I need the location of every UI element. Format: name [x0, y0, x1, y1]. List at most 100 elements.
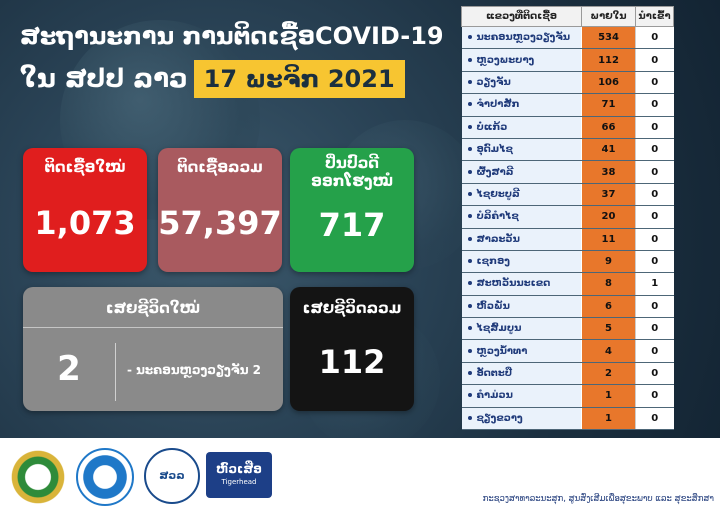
table-row: ເຊກອງ 9 0: [461, 250, 674, 274]
imported-cases-cell: 0: [635, 317, 674, 341]
imported-cases-cell: 0: [635, 71, 674, 95]
tigerhead-logo-subtext: Tigerhead: [221, 478, 257, 486]
total-cases-card: ຕິດເຊື້ອລວມ 57,397: [158, 148, 282, 272]
imported-cases-cell: 0: [635, 160, 674, 184]
province-rows: ນະຄອນຫຼວງວຽງຈັນ 534 0 ຫຼວງພະບາງ 112 0 ວຽງຈັນ 10…: [461, 26, 674, 431]
new-cases-card: ຕິດເຊື້ອໃໝ່ 1,073: [23, 148, 147, 272]
province-name: ສາລະວັນ: [476, 233, 520, 245]
ncle-logo: ສວລ: [144, 448, 200, 504]
header-imported: ນຳເຂົ້າ: [635, 6, 674, 27]
province-name: ຫຼວງພະບາງ: [476, 54, 535, 66]
footer: ສວລ ຫົວເສືອ Tigerhead ກະຊວງສາທາລະນະສຸກ, …: [0, 438, 720, 509]
new-cases-value: 1,073: [34, 204, 136, 242]
local-cases-cell: 20: [581, 205, 636, 229]
credit-text: ກະຊວງສາທາລະນະສຸກ, ສູນສົ່ງເສີມເພື່ອສຸຂະພາ…: [482, 494, 714, 504]
bullet-icon: [467, 393, 472, 398]
imported-cases-cell: 1: [635, 272, 674, 296]
province-name-cell: ບໍ່ແກ້ວ: [461, 116, 582, 139]
recovered-label-line1: ປິ່ນປົວດີ: [324, 154, 380, 172]
local-cases-cell: 38: [581, 160, 636, 184]
table-row: ນະຄອນຫຼວງວຽງຈັນ 534 0: [461, 26, 674, 50]
province-name: ຈຳປາສັກ: [476, 99, 520, 111]
province-name: ນະຄອນຫຼວງວຽງຈັນ: [476, 32, 571, 44]
imported-cases-cell: 0: [635, 138, 674, 162]
province-name: ວຽງຈັນ: [476, 76, 511, 88]
bullet-icon: [467, 169, 472, 174]
imported-cases-cell: 0: [635, 93, 674, 117]
header-province: ແຂວງທີ່ຕິດເຊື້ອ: [461, 6, 582, 27]
province-name: ບໍລິຄຳໄຊ: [476, 211, 519, 223]
province-name: ຄຳມ່ວນ: [476, 390, 513, 402]
table-row: ຊຽງຂວາງ 1 0: [461, 407, 674, 431]
recovered-label: ປິ່ນປົວດີ ອອກໂຮງໝໍ: [290, 148, 414, 190]
divider: [23, 327, 283, 328]
province-name-cell: ບໍລິຄຳໄຊ: [461, 205, 582, 229]
bullet-icon: [467, 147, 472, 152]
table-row: ຄຳມ່ວນ 1 0: [461, 384, 674, 408]
header-local: ພາຍໃນ: [581, 6, 636, 27]
recovered-value: 717: [318, 206, 386, 244]
table-row: ຜົ້ງສາລີ 38 0: [461, 160, 674, 184]
province-name: ຜົ້ງສາລີ: [476, 166, 514, 178]
province-name: ບໍ່ແກ້ວ: [476, 121, 508, 133]
province-name-cell: ອັດຕະປື: [461, 362, 582, 386]
province-name-cell: ຄຳມ່ວນ: [461, 384, 582, 408]
imported-cases-cell: 0: [635, 26, 674, 50]
province-name-cell: ຈຳປາສັກ: [461, 93, 582, 117]
bullet-icon: [467, 35, 472, 40]
province-name: ອັດຕະປື: [476, 368, 513, 380]
imported-cases-cell: 0: [635, 228, 674, 251]
imported-cases-cell: 0: [635, 384, 674, 408]
table-row: ວຽງຈັນ 106 0: [461, 71, 674, 95]
local-cases-cell: 534: [581, 26, 636, 50]
table-row: ບໍ່ແກ້ວ 66 0: [461, 116, 674, 139]
province-name-cell: ໄຊສົມບູນ: [461, 317, 582, 341]
bullet-icon: [467, 303, 472, 308]
table-row: ອັດຕະປື 2 0: [461, 362, 674, 386]
total-cases-label: ຕິດເຊື້ອລວມ: [177, 158, 263, 176]
total-deaths-card: ເສຍຊີວິດລວມ 112: [290, 287, 414, 411]
local-cases-cell: 2: [581, 362, 636, 386]
province-name-cell: ສະຫວັນນະເຂດ: [461, 272, 582, 296]
local-cases-cell: 11: [581, 228, 636, 251]
province-name-cell: ຜົ້ງສາລີ: [461, 160, 582, 184]
province-name: ຫຼວງນ້ຳທາ: [476, 345, 528, 357]
province-name-cell: ອຸດົມໄຊ: [461, 138, 582, 162]
tigerhead-logo: ຫົວເສືອ Tigerhead: [206, 452, 272, 498]
page-title: ສະຖານະການ ການຕິດເຊື້ອCOVID-19: [20, 22, 444, 50]
province-name: ຫົວພັນ: [476, 300, 510, 312]
new-deaths-detail: - ນະຄອນຫຼວງວຽງຈັນ 2: [127, 363, 262, 377]
new-cases-label: ຕິດເຊື້ອໃໝ່: [44, 158, 126, 176]
local-cases-cell: 71: [581, 93, 636, 117]
bullet-icon: [467, 102, 472, 107]
table-row: ໄຊສົມບູນ 5 0: [461, 317, 674, 341]
province-name-cell: ນະຄອນຫຼວງວຽງຈັນ: [461, 26, 582, 50]
bullet-icon: [467, 236, 472, 241]
ministry-health-logo-icon: [8, 448, 68, 506]
local-cases-cell: 5: [581, 317, 636, 341]
table-row: ຫຼວງພະບາງ 112 0: [461, 48, 674, 72]
local-cases-cell: 8: [581, 272, 636, 296]
local-cases-cell: 106: [581, 71, 636, 95]
divider: [115, 343, 116, 401]
bullet-icon: [467, 57, 472, 62]
province-name: ໄຊສົມບູນ: [476, 323, 522, 335]
local-cases-cell: 4: [581, 339, 636, 363]
imported-cases-cell: 0: [635, 183, 674, 207]
province-name: ສະຫວັນນະເຂດ: [476, 278, 551, 290]
local-cases-cell: 9: [581, 250, 636, 274]
table-row: ບໍລິຄຳໄຊ 20 0: [461, 205, 674, 229]
local-cases-cell: 6: [581, 295, 636, 319]
tigerhead-logo-text: ຫົວເສືອ: [216, 462, 262, 476]
imported-cases-cell: 0: [635, 205, 674, 229]
title-line2: ໃນ ສປປ ລາວ 17 ພະຈິກ 2021: [20, 60, 405, 98]
table-row: ຫຼວງນ້ຳທາ 4 0: [461, 339, 674, 363]
province-name: ໄຊຍະບູລີ: [476, 188, 520, 200]
province-name: ຊຽງຂວາງ: [476, 412, 523, 424]
table-row: ໄຊຍະບູລີ 37 0: [461, 183, 674, 207]
health-center-logo-icon: [76, 448, 134, 506]
total-cases-value: 57,397: [158, 204, 282, 242]
bullet-icon: [467, 124, 472, 129]
bullet-icon: [467, 214, 472, 219]
imported-cases-cell: 0: [635, 407, 674, 431]
